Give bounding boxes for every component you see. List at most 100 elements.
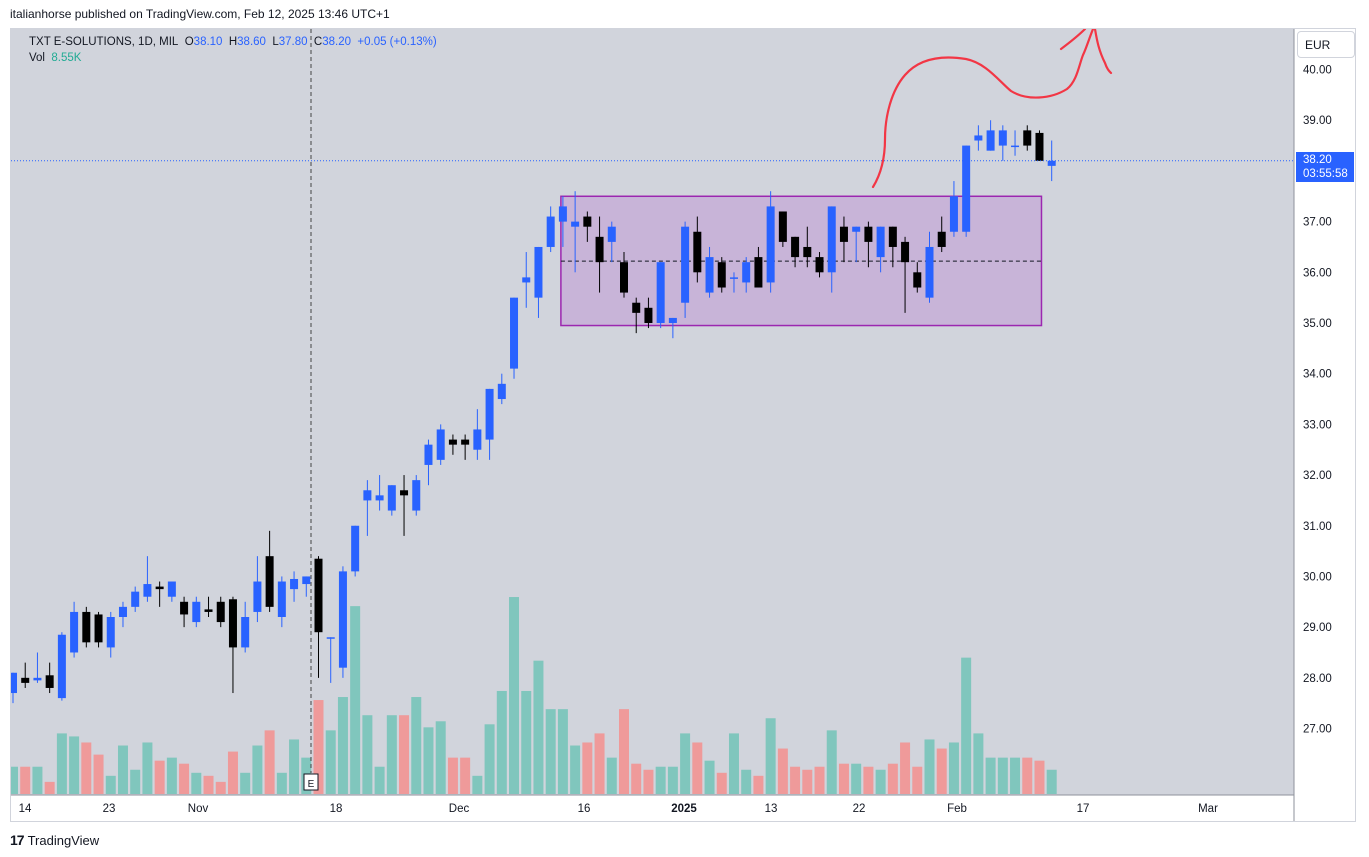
candle-body xyxy=(791,236,800,258)
volume-bar xyxy=(411,697,422,794)
volume-bar xyxy=(191,772,202,794)
open-label: O xyxy=(184,36,194,48)
candle xyxy=(1011,130,1020,156)
volume-legend[interactable]: Vol 8.55K xyxy=(29,52,81,64)
candle xyxy=(791,236,800,268)
bar-countdown: 03:55:58 xyxy=(1303,167,1348,180)
candle-body xyxy=(583,216,592,227)
price-tick-label: 37.00 xyxy=(1303,217,1332,229)
volume-bar xyxy=(557,709,568,794)
candle-body xyxy=(412,480,421,511)
candle-body xyxy=(754,257,763,288)
candle-body xyxy=(131,591,140,607)
candle xyxy=(228,596,237,694)
candle xyxy=(131,586,140,612)
candle xyxy=(473,409,482,460)
volume-bar xyxy=(973,733,984,794)
candle xyxy=(155,581,164,607)
volume-bar xyxy=(985,757,996,794)
candle-body xyxy=(901,241,910,263)
volume-bar xyxy=(11,766,18,794)
volume-bar xyxy=(484,724,495,794)
volume-bar xyxy=(924,739,935,794)
volume-bar xyxy=(545,709,556,794)
price-chart[interactable]: 27.00 28.00 29.00 30.00 31.00 32.00 33.00 34.00… xyxy=(11,29,1356,822)
volume-bar xyxy=(692,742,703,794)
candle xyxy=(497,373,506,405)
volume-bar xyxy=(997,757,1008,794)
price-tick-label: 34.00 xyxy=(1303,369,1332,381)
candle xyxy=(717,257,726,293)
volume-bar xyxy=(117,745,128,794)
volume-bar xyxy=(509,597,520,794)
last-price-badge: 38.20 03:55:58 xyxy=(1296,151,1354,182)
volume-bar xyxy=(264,730,275,794)
candle-body xyxy=(241,617,250,648)
candle xyxy=(852,226,861,263)
symbol-legend[interactable]: TXT E-SOLUTIONS, 1D, MIL O38.10 H38.60 L… xyxy=(29,36,437,48)
candle-body xyxy=(326,637,335,639)
volume-bar xyxy=(252,745,263,794)
candle xyxy=(70,601,79,658)
candle xyxy=(766,191,775,293)
candle-body xyxy=(644,307,653,323)
candle-body xyxy=(204,609,213,612)
candle xyxy=(253,556,262,623)
candle-body xyxy=(1011,145,1020,148)
currency-button[interactable]: EUR xyxy=(1297,31,1355,58)
candle-body xyxy=(1047,160,1056,166)
candle-body xyxy=(338,571,347,668)
candle-body xyxy=(94,614,103,643)
candle-body xyxy=(33,677,42,681)
candle xyxy=(216,596,225,628)
price-tick-label: 27.00 xyxy=(1303,724,1332,736)
time-axis[interactable]: 14 23 Nov 18 Dec 16 2025 13 22 Feb 17 Mar xyxy=(19,803,1218,815)
volume-bar xyxy=(460,757,471,794)
time-tick-label: 17 xyxy=(1077,803,1090,815)
candle-body xyxy=(216,601,225,623)
freehand-drawing[interactable] xyxy=(871,29,1113,189)
time-tick-label: Mar xyxy=(1198,803,1218,815)
candle-body xyxy=(461,439,470,445)
candle xyxy=(754,246,763,288)
volume-bar xyxy=(1010,757,1021,794)
volume-bar xyxy=(337,697,348,794)
volume-bar xyxy=(1034,760,1045,794)
candle xyxy=(571,191,580,273)
candle xyxy=(1047,140,1056,182)
volume-bar xyxy=(289,739,300,794)
candle-body xyxy=(485,388,494,440)
candle xyxy=(485,388,494,460)
candle-body xyxy=(558,206,567,222)
last-price-value: 38.20 xyxy=(1303,153,1332,166)
candle-body xyxy=(681,226,690,303)
volume-bar xyxy=(496,690,507,794)
volume-bar xyxy=(276,772,287,794)
earnings-marker[interactable]: E xyxy=(303,773,319,791)
tradingview-logo[interactable]: 17 TradingView xyxy=(10,830,99,850)
volume-bar xyxy=(753,775,764,794)
candle xyxy=(82,606,91,648)
volume-bar xyxy=(56,733,67,794)
candle xyxy=(302,576,311,597)
candle xyxy=(338,566,347,678)
candle xyxy=(118,601,127,628)
chart-frame[interactable]: 27.00 28.00 29.00 30.00 31.00 32.00 33.00 34.00… xyxy=(10,28,1356,822)
candle xyxy=(974,125,983,151)
candle-body xyxy=(742,262,751,283)
candle-body xyxy=(21,677,30,683)
volume-bar xyxy=(105,775,116,794)
price-tick-label: 33.00 xyxy=(1303,419,1332,431)
candle xyxy=(33,652,42,683)
volume-bar xyxy=(875,769,886,794)
tradingview-logo-text: TradingView xyxy=(27,832,100,848)
candle xyxy=(668,317,677,339)
volume-bar xyxy=(619,709,629,794)
low-value: 37.80 xyxy=(278,36,308,48)
candle xyxy=(204,596,213,617)
range-box[interactable] xyxy=(560,195,1043,327)
low-label: L xyxy=(272,36,279,48)
volume-bar xyxy=(716,772,727,794)
candle xyxy=(656,262,665,329)
volume-bar xyxy=(533,660,544,794)
